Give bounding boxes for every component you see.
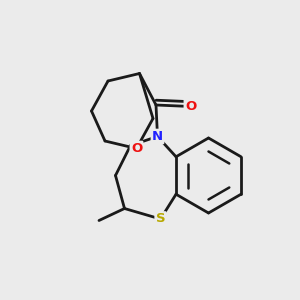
- Text: N: N: [152, 130, 163, 143]
- Text: S: S: [156, 212, 165, 226]
- Text: O: O: [131, 142, 142, 155]
- Text: O: O: [185, 100, 196, 113]
